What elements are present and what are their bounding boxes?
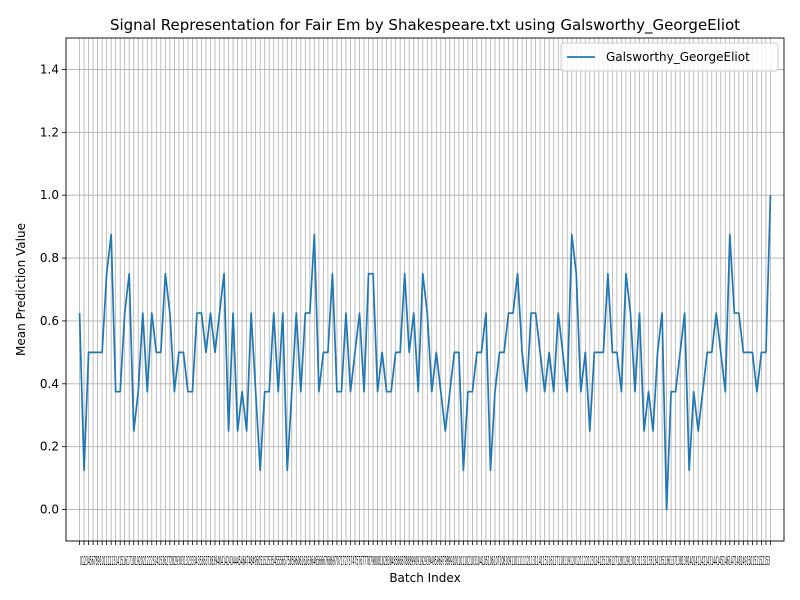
legend: Galsworthy_GeorgeEliot [560, 42, 779, 72]
vertical-gridlines [79, 38, 771, 541]
plot-frame [65, 37, 785, 542]
horizontal-gridlines [66, 69, 784, 510]
y-tick-label: 1.2 [40, 125, 59, 139]
legend-label: Galsworthy_GeorgeEliot [606, 50, 750, 64]
y-tick-label: 0.4 [40, 377, 59, 391]
y-tick-label: 1.0 [40, 188, 59, 202]
y-axis-ticks: 0.0 0.2 0.4 0.6 0.8 1.0 1.2 1.4 [40, 62, 66, 517]
chart-title: Signal Representation for Fair Em by Sha… [110, 16, 740, 35]
y-axis-label: Mean Prediction Value [14, 223, 28, 356]
series-line-galsworthy-georgeeliot [78, 195, 772, 511]
x-axis-label: Batch Index [389, 571, 460, 585]
y-tick-label: 0.6 [40, 314, 59, 328]
x-axis-ticks [79, 541, 771, 545]
y-tick-label: 0.0 [40, 503, 59, 517]
legend-box [560, 42, 779, 72]
y-tick-label: 0.8 [40, 251, 59, 265]
y-tick-label: 0.2 [40, 440, 59, 454]
y-tick-label: 1.4 [40, 62, 59, 76]
x-tick-labels: 0123456789101112131415161718192021222324… [80, 554, 770, 568]
